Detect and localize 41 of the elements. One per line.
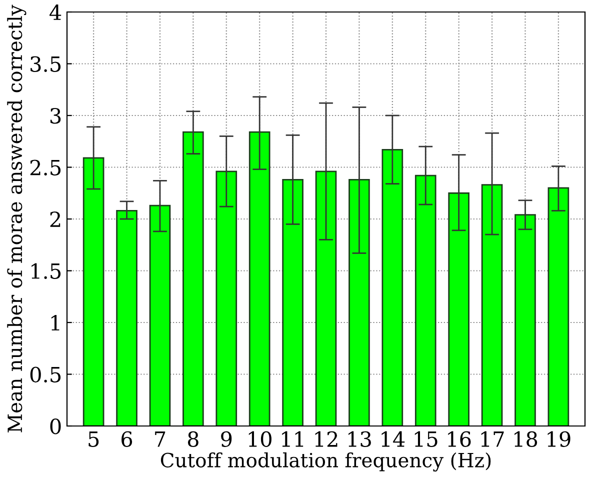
bar bbox=[448, 192, 470, 426]
y-tick-label: 3.5 bbox=[30, 56, 61, 72]
y-tick-label: 4 bbox=[50, 4, 62, 20]
y-axis-title: Mean number of morae answered correctly bbox=[7, 4, 26, 432]
bar bbox=[282, 178, 304, 426]
bar bbox=[382, 148, 404, 426]
x-tick-label: 19 bbox=[548, 431, 570, 447]
y-tick-label: 0.5 bbox=[30, 366, 61, 382]
bar bbox=[548, 187, 570, 426]
x-tick-label: 16 bbox=[448, 431, 471, 447]
y-tick-label: 1.5 bbox=[32, 263, 61, 279]
x-tick-label: 15 bbox=[414, 431, 438, 447]
x-tick-label: 13 bbox=[348, 431, 371, 447]
bar bbox=[514, 214, 536, 426]
y-tick-label: 2.5 bbox=[30, 160, 61, 176]
x-tick-label: 5 bbox=[88, 432, 99, 447]
bar bbox=[82, 157, 104, 426]
y-tick-label: 2 bbox=[50, 211, 60, 227]
x-tick-label: 18 bbox=[514, 431, 538, 447]
y-tick-label: 3 bbox=[50, 108, 61, 124]
y-tick-label: 1 bbox=[51, 314, 60, 330]
x-tick-label: 6 bbox=[122, 431, 132, 447]
bar bbox=[216, 170, 238, 426]
x-tick-label: 7 bbox=[155, 432, 166, 447]
x-tick-label: 8 bbox=[188, 431, 198, 447]
bar bbox=[248, 131, 270, 426]
x-tick-label: 9 bbox=[221, 431, 232, 447]
x-tick-label: 11 bbox=[282, 431, 304, 447]
x-axis-title: Cutoff modulation frequency (Hz) bbox=[160, 452, 491, 472]
bar bbox=[116, 210, 138, 426]
bar bbox=[315, 170, 337, 426]
y-tick-label: 0 bbox=[50, 418, 61, 434]
bar bbox=[348, 178, 370, 426]
x-tick-label: 17 bbox=[481, 431, 504, 447]
x-tick-label: 10 bbox=[248, 431, 272, 447]
bar bbox=[149, 204, 171, 426]
bar bbox=[414, 174, 436, 426]
x-tick-label: 14 bbox=[382, 431, 405, 447]
bar bbox=[481, 184, 503, 426]
bar bbox=[182, 131, 204, 426]
x-tick-label: 12 bbox=[315, 431, 338, 447]
